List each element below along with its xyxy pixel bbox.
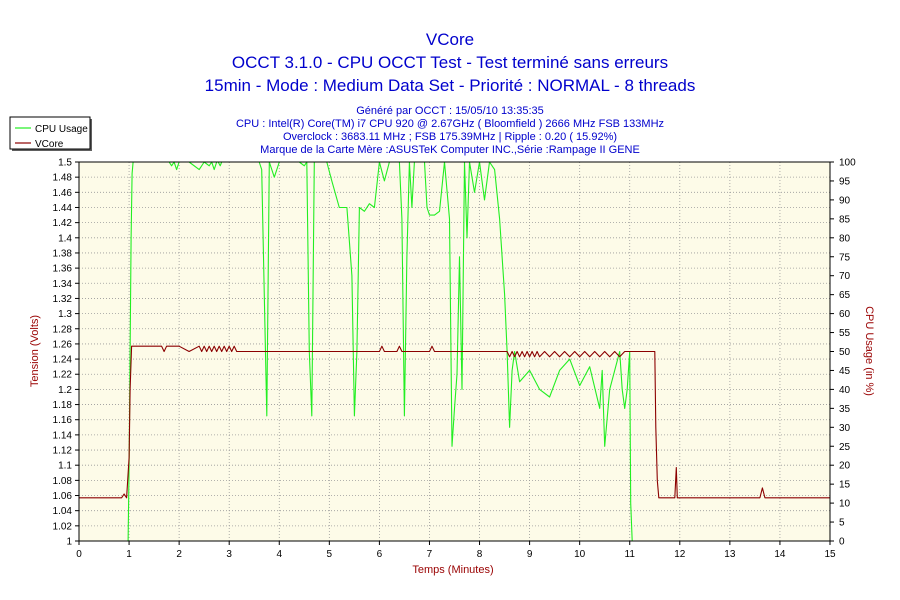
y-left-tick-label: 1.16 — [53, 415, 73, 426]
x-tick-label: 0 — [76, 549, 82, 560]
x-tick-label: 7 — [427, 549, 433, 560]
y-left-tick-label: 1.22 — [53, 370, 73, 381]
y-right-tick-label: 75 — [839, 252, 851, 263]
y-right-tick-label: 25 — [839, 442, 851, 453]
overclock-info: Overclock : 3683.11 MHz ; FSB 175.39MHz … — [283, 131, 617, 143]
y-left-tick-label: 1.26 — [53, 339, 73, 350]
y-left-tick-label: 1.28 — [53, 324, 73, 335]
y-left-tick-label: 1.3 — [58, 309, 72, 320]
x-tick-label: 14 — [774, 549, 786, 560]
x-axis-label: Temps (Minutes) — [412, 564, 493, 576]
x-tick-label: 5 — [327, 549, 333, 560]
x-tick-label: 11 — [625, 549, 636, 560]
x-tick-label: 6 — [377, 549, 383, 560]
axis-ticks: 0 1 2 3 4 5 6 7 8 9 10 11 12 13 14 1511.021.041.061.081… — [53, 158, 857, 561]
y-left-tick-label: 1.5 — [58, 158, 72, 169]
legend-label-cpu-usage: CPU Usage — [35, 124, 88, 135]
y-left-tick-label: 1.1 — [58, 461, 72, 472]
y-right-tick-label: 30 — [839, 423, 851, 434]
x-tick-label: 8 — [477, 549, 483, 560]
y-right-tick-label: 0 — [839, 537, 845, 548]
y-left-tick-label: 1.04 — [53, 506, 73, 517]
legend-box — [9, 116, 91, 150]
y-right-tick-label: 50 — [839, 347, 851, 358]
x-tick-label: 4 — [276, 549, 282, 560]
y-left-tick-label: 1 — [66, 537, 72, 548]
y-right-tick-label: 5 — [839, 518, 845, 529]
y-left-tick-label: 1.02 — [53, 521, 73, 532]
y-axis-left-label: Tension (Volts) — [29, 315, 41, 387]
y-right-tick-label: 85 — [839, 214, 851, 225]
y-right-tick-label: 15 — [839, 480, 851, 491]
cpu-info: CPU : Intel(R) Core(TM) i7 CPU 920 @ 2.6… — [236, 118, 664, 130]
x-tick-label: 9 — [527, 549, 533, 560]
legend-label-vcore: VCore — [35, 139, 64, 150]
y-left-tick-label: 1.34 — [53, 279, 73, 290]
x-tick-label: 1 — [126, 549, 132, 560]
x-tick-label: 15 — [824, 549, 836, 560]
y-left-tick-label: 1.36 — [53, 264, 73, 275]
legend: CPU Usage VCore — [9, 116, 92, 151]
y-left-tick-label: 1.08 — [53, 476, 73, 487]
y-right-tick-label: 55 — [839, 328, 851, 339]
y-right-tick-label: 45 — [839, 366, 851, 377]
y-left-tick-label: 1.44 — [53, 203, 73, 214]
y-left-tick-label: 1.48 — [53, 173, 73, 184]
y-left-tick-label: 1.24 — [53, 355, 73, 366]
y-left-tick-label: 1.18 — [53, 400, 73, 411]
y-right-tick-label: 65 — [839, 290, 851, 301]
y-left-tick-label: 1.14 — [53, 430, 73, 441]
motherboard-info: Marque de la Carte Mère :ASUSTeK Compute… — [260, 144, 640, 156]
y-right-tick-label: 40 — [839, 385, 851, 396]
y-right-tick-label: 10 — [839, 499, 851, 510]
x-tick-label: 13 — [724, 549, 736, 560]
x-tick-label: 12 — [674, 549, 686, 560]
y-right-tick-label: 95 — [839, 176, 851, 187]
series-line-vcore — [79, 345, 830, 499]
y-left-tick-label: 1.42 — [53, 218, 73, 229]
y-right-tick-label: 20 — [839, 461, 851, 472]
y-right-tick-label: 90 — [839, 195, 851, 206]
chart-subtitle-mode: 15min - Mode : Medium Data Set - Priorit… — [205, 76, 696, 95]
x-tick-label: 3 — [226, 549, 232, 560]
y-right-tick-label: 70 — [839, 271, 851, 282]
y-right-tick-label: 35 — [839, 404, 851, 415]
y-left-tick-label: 1.4 — [58, 233, 72, 244]
y-left-tick-label: 1.46 — [53, 188, 73, 199]
x-tick-label: 2 — [176, 549, 182, 560]
y-left-tick-label: 1.32 — [53, 294, 73, 305]
y-axis-right-label: CPU Usage (in %) — [863, 306, 875, 396]
generated-info: Généré par OCCT : 15/05/10 13:35:35 — [356, 105, 544, 117]
x-tick-label: 10 — [574, 549, 586, 560]
y-right-tick-label: 80 — [839, 233, 851, 244]
chart-subtitle-test: OCCT 3.1.0 - CPU OCCT Test - Test termin… — [232, 53, 668, 72]
chart-title: VCore — [426, 30, 474, 49]
y-left-tick-label: 1.12 — [53, 446, 73, 457]
y-right-tick-label: 100 — [839, 158, 856, 169]
y-left-tick-label: 1.06 — [53, 491, 73, 502]
y-left-tick-label: 1.2 — [58, 385, 72, 396]
y-left-tick-label: 1.38 — [53, 248, 73, 259]
y-right-tick-label: 60 — [839, 309, 851, 320]
